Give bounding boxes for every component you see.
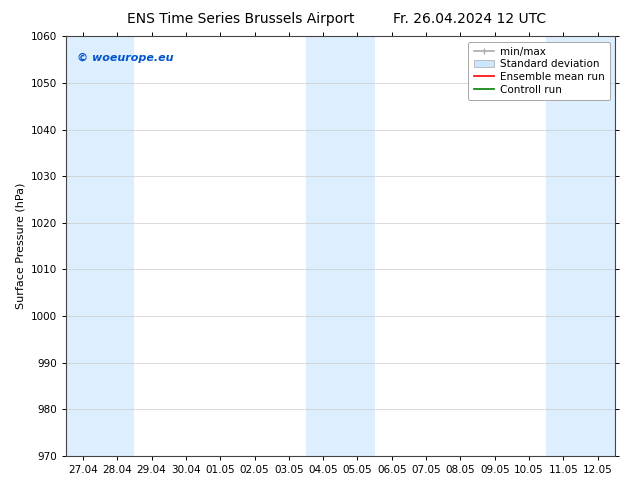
Y-axis label: Surface Pressure (hPa): Surface Pressure (hPa)	[15, 183, 25, 309]
Bar	[306, 36, 375, 456]
Bar	[547, 36, 615, 456]
Text: © woeurope.eu: © woeurope.eu	[77, 53, 173, 63]
Text: ENS Time Series Brussels Airport: ENS Time Series Brussels Airport	[127, 12, 354, 26]
Text: Fr. 26.04.2024 12 UTC: Fr. 26.04.2024 12 UTC	[392, 12, 546, 26]
Legend: min/max, Standard deviation, Ensemble mean run, Controll run: min/max, Standard deviation, Ensemble me…	[469, 42, 610, 100]
Bar	[66, 36, 134, 456]
